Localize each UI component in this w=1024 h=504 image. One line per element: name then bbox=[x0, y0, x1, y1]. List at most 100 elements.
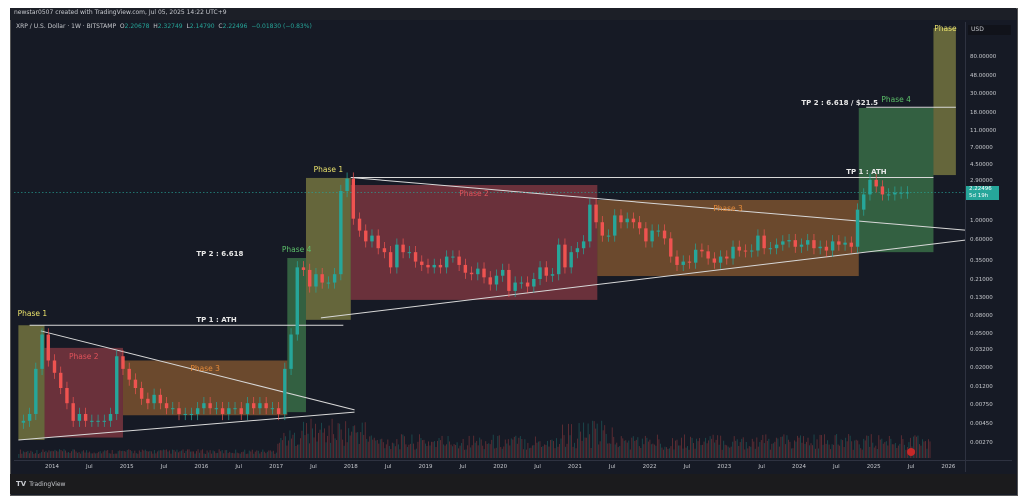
volume-bar bbox=[402, 434, 404, 458]
volume-bar bbox=[828, 444, 830, 458]
volume-bar bbox=[687, 446, 688, 458]
volume-bar bbox=[842, 440, 844, 458]
volume-bar bbox=[563, 435, 565, 458]
high-label: H bbox=[153, 23, 158, 30]
volume-bar bbox=[360, 432, 362, 458]
time-tick: 2014 bbox=[45, 464, 59, 470]
volume-bar bbox=[196, 451, 197, 458]
volume-bar bbox=[888, 436, 890, 458]
volume-bar bbox=[369, 436, 371, 458]
volume-bar bbox=[373, 437, 375, 458]
volume-bar bbox=[672, 438, 673, 458]
candle-down bbox=[177, 408, 181, 414]
candle-down bbox=[320, 274, 324, 283]
volume-bar bbox=[572, 446, 574, 458]
volume-bar bbox=[565, 446, 566, 458]
candle-up bbox=[270, 408, 275, 410]
volume-bar bbox=[574, 442, 576, 458]
volume-bar bbox=[431, 441, 432, 458]
tradingview-logo[interactable]: TV TradingView bbox=[16, 480, 65, 488]
footer-bar bbox=[10, 474, 1016, 494]
volume-bar bbox=[214, 451, 216, 458]
volume-bar bbox=[819, 434, 821, 458]
volume-bar bbox=[741, 438, 743, 458]
candle-down bbox=[837, 241, 841, 245]
volume-bar bbox=[489, 444, 491, 458]
volume-bar bbox=[619, 445, 621, 458]
volume-bar bbox=[536, 442, 538, 458]
candle-up bbox=[557, 244, 561, 275]
volume-bar bbox=[675, 440, 676, 458]
time-tick: Jul bbox=[86, 464, 93, 470]
volume-bar bbox=[275, 452, 277, 458]
volume-bar bbox=[578, 423, 580, 458]
volume-bar bbox=[491, 439, 493, 458]
volume-bar bbox=[167, 451, 169, 458]
phase-box bbox=[305, 177, 351, 320]
volume-bar bbox=[399, 449, 401, 458]
volume-bar bbox=[890, 438, 892, 458]
volume-bar bbox=[176, 449, 178, 458]
volume-bar bbox=[646, 437, 648, 458]
currency-selector[interactable]: USD bbox=[968, 25, 1011, 35]
volume-bar bbox=[926, 448, 928, 458]
volume-bar bbox=[120, 451, 122, 458]
volume-bar bbox=[925, 441, 926, 458]
volume-bar bbox=[771, 443, 773, 458]
volume-bar bbox=[425, 443, 426, 458]
low-value: 2.14790 bbox=[189, 23, 215, 30]
time-tick: 2016 bbox=[194, 464, 209, 470]
candle-up bbox=[750, 250, 754, 252]
price-tick: 48.00000 bbox=[970, 73, 997, 80]
volume-bar bbox=[423, 439, 425, 458]
volume-bar bbox=[46, 452, 48, 458]
volume-bar bbox=[864, 440, 866, 458]
target-annotation: TP 2 : 6.618 / $21.5 bbox=[801, 98, 879, 107]
volume-bar bbox=[385, 444, 387, 458]
volume-bar bbox=[869, 446, 871, 458]
volume-bar bbox=[259, 453, 261, 458]
volume-bar bbox=[175, 451, 176, 458]
volume-bar bbox=[62, 451, 63, 458]
volume-bar bbox=[417, 441, 419, 458]
volume-bar bbox=[635, 439, 637, 458]
volume-bar bbox=[226, 450, 228, 458]
volume-bar bbox=[159, 450, 161, 458]
volume-bar bbox=[286, 445, 288, 458]
volume-bar bbox=[227, 453, 229, 458]
candle-up bbox=[227, 408, 231, 414]
volume-bar bbox=[846, 441, 848, 458]
volume-bar bbox=[21, 453, 23, 458]
volume-bar bbox=[793, 440, 795, 458]
volume-bar bbox=[712, 434, 714, 458]
volume-bar bbox=[587, 423, 589, 458]
volume-bar bbox=[852, 449, 854, 458]
volume-bar bbox=[813, 434, 815, 458]
time-tick: 2026 bbox=[941, 464, 956, 470]
volume-bar bbox=[72, 449, 74, 458]
volume-bar bbox=[622, 438, 624, 458]
price-tick: 80.00000 bbox=[970, 54, 997, 60]
volume-bar bbox=[156, 451, 158, 458]
candle-down bbox=[544, 267, 548, 276]
volume-bar bbox=[866, 435, 868, 458]
volume-bar bbox=[322, 432, 324, 458]
volume-bar bbox=[676, 439, 678, 458]
candle-up bbox=[830, 241, 835, 251]
price-tick: 7.00000 bbox=[970, 145, 993, 152]
volume-bar bbox=[631, 437, 633, 458]
candle-down bbox=[127, 368, 131, 380]
volume-bar bbox=[86, 450, 88, 458]
volume-bar bbox=[693, 443, 694, 458]
time-tick: Jul bbox=[384, 464, 392, 470]
volume-bar bbox=[336, 440, 338, 458]
volume-bar bbox=[800, 435, 801, 458]
volume-bar bbox=[696, 438, 698, 458]
time-tick: 2018 bbox=[343, 464, 358, 470]
volume-bar bbox=[301, 430, 303, 458]
symbol-name[interactable]: XRP / U.S. Dollar · 1W · BITSTAMP bbox=[16, 23, 117, 30]
candle-down bbox=[469, 272, 474, 275]
candle-down bbox=[737, 246, 741, 251]
candle-down bbox=[208, 403, 212, 409]
